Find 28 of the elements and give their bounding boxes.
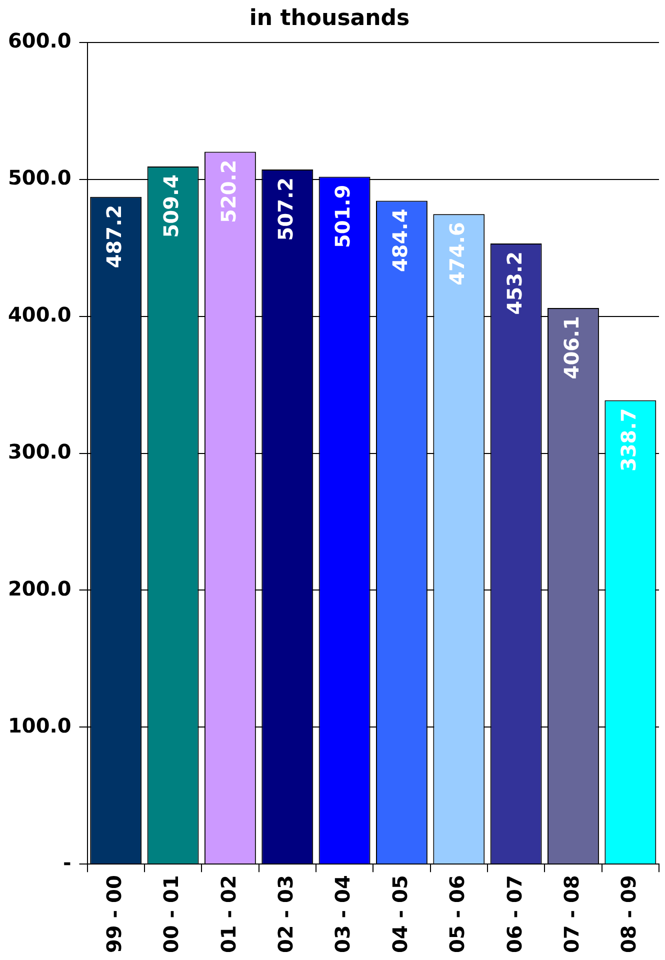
y-tick-label: 300.0 [8,439,72,464]
x-tick-label: 99 - 00 [102,875,126,953]
x-tick-label: 01 - 02 [216,875,240,953]
y-tick-label: 600.0 [8,28,72,53]
x-tick-label: 00 - 01 [159,875,184,953]
x-tick-label: 05 - 06 [445,875,470,953]
y-tick-label: 100.0 [8,713,72,738]
data-label: 484.4 [388,208,412,272]
y-tick-label: 500.0 [8,166,72,190]
x-tick-label: 03 - 04 [330,875,355,953]
x-tick-label: 02 - 03 [274,875,298,953]
data-label: 338.7 [616,408,641,472]
y-tick-label: 200.0 [8,576,72,600]
data-label: 487.2 [102,204,126,268]
chart-title: in thousands [249,6,410,31]
y-tick-label: 400.0 [8,302,72,327]
data-label: 507.2 [274,177,298,241]
data-label: 520.2 [216,160,240,223]
data-label: 453.2 [502,251,526,315]
data-label: 509.4 [159,174,184,238]
data-label: 501.9 [330,184,355,248]
x-tick-label: 06 - 07 [502,875,526,953]
x-tick-label: 08 - 09 [616,875,641,953]
x-tick-label: 04 - 05 [388,875,412,953]
y-tick-label: - [62,850,72,874]
x-tick-label: 07 - 08 [559,875,584,953]
data-label: 406.1 [559,316,584,380]
data-label: 474.6 [445,222,470,286]
